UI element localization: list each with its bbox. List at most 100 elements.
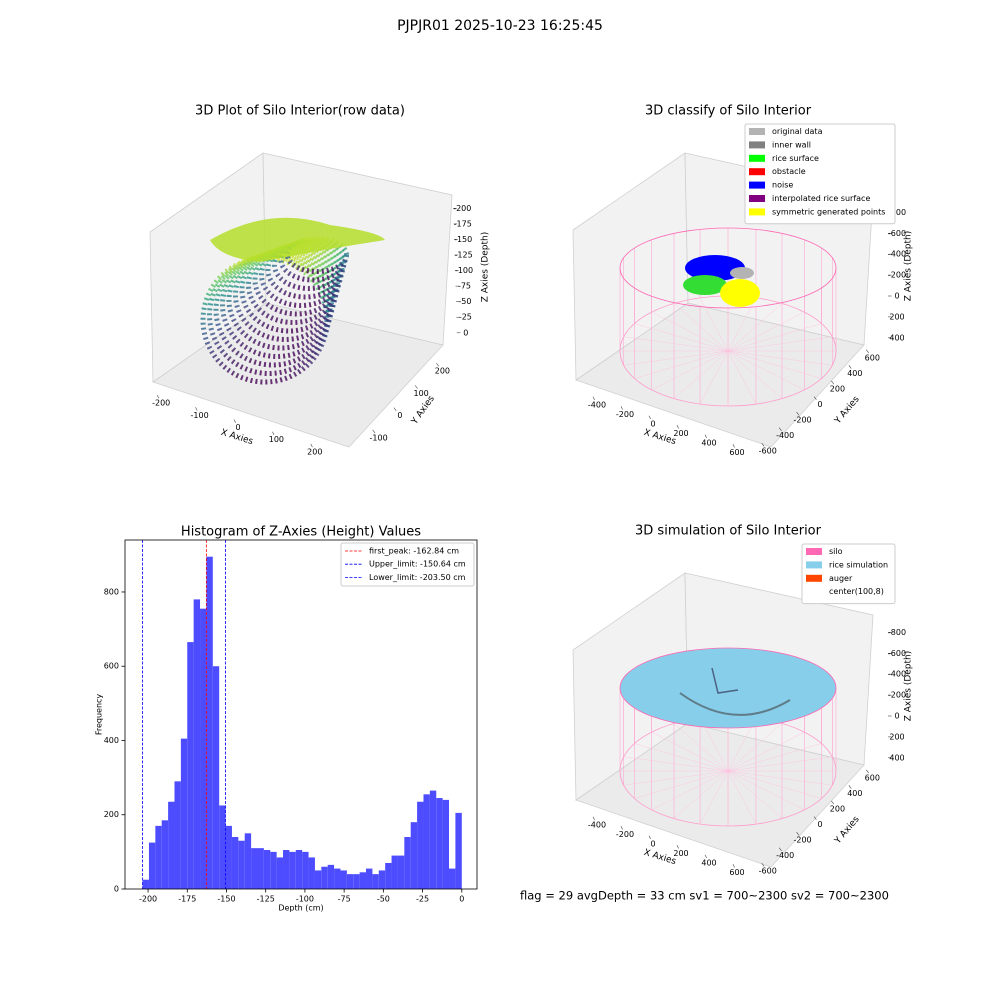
bar (410, 822, 418, 889)
legend-label: interpolated rice surface (772, 194, 870, 203)
x-tick-mark (704, 854, 707, 859)
legend-swatch (806, 574, 822, 582)
x-tick-mark (272, 431, 275, 436)
y-tick-mark (848, 365, 852, 369)
silo-spoke (727, 770, 783, 819)
x-tick-label: 200 (673, 429, 688, 438)
bar (161, 820, 169, 889)
bar (346, 874, 354, 889)
x-tick-label: 400 (701, 438, 716, 447)
legend-label: center(100,8) (829, 587, 884, 596)
x-tick-mark (732, 864, 735, 868)
bar (283, 850, 290, 889)
caption: flag = 29 avgDepth = 33 cm sv1 = 700~230… (520, 889, 889, 903)
bar (219, 805, 226, 889)
y-tick-mark (436, 362, 440, 367)
y-tick-label: -200 (793, 416, 811, 425)
y-tick-label: 200 (830, 384, 845, 393)
legend-label: silo (829, 547, 843, 556)
z-tick-label: -800 (888, 628, 906, 637)
orig-cloud (730, 267, 754, 279)
bar (449, 868, 456, 889)
silo-spoke (727, 336, 833, 352)
silo-spoke (727, 350, 757, 405)
legend-box (340, 542, 475, 587)
surface-ridge (679, 692, 791, 716)
x-tick-label: -75 (338, 895, 351, 904)
silo-spoke (673, 770, 729, 819)
legend-label: obstacle (772, 167, 806, 176)
x-tick-label: 0 (459, 895, 464, 904)
z-tick-label: -25 (459, 313, 472, 322)
noise-cloud (685, 255, 745, 281)
panel-title: 3D Plot of Silo Interior(row data) (195, 104, 405, 119)
y-axis-label: Y Axies (832, 814, 861, 846)
bar (334, 868, 341, 889)
silo-spoke (727, 350, 833, 366)
y-tick-label: 600 (104, 662, 119, 671)
x-tick-mark (592, 396, 595, 401)
y-tick-label: 100 (413, 389, 428, 398)
silo-top (619, 227, 837, 309)
legend-label: symmetric generated points (772, 207, 885, 216)
bar (142, 879, 149, 889)
z-tick-label: 0 (463, 328, 468, 337)
y-tick-mark (778, 847, 782, 852)
bar (206, 556, 213, 889)
z-tick-label: -200 (888, 271, 906, 280)
legend-box (801, 543, 896, 605)
y-tick-mark (831, 800, 835, 805)
y-tick-label: -200 (793, 836, 811, 845)
y-tick-mark (778, 427, 782, 432)
figure-title: PJPJR01 2025-10-23 16:25:45 (397, 18, 603, 34)
silo-spoke (727, 303, 783, 352)
x-tick-mark (676, 845, 679, 849)
legend-label: Upper_limit: -150.64 cm (369, 560, 466, 569)
z-tick-label: -125 (455, 251, 473, 260)
silo-spoke (623, 756, 729, 772)
bar (168, 801, 175, 889)
y-tick-mark (761, 443, 765, 447)
z-axis-label: Z Axies (Depth) (904, 651, 914, 722)
bar (270, 851, 277, 889)
bar (302, 851, 309, 889)
bar (148, 842, 156, 889)
bar (200, 608, 207, 889)
legend-label: first_peak: -162.84 cm (369, 547, 459, 556)
silo-spoke (699, 297, 729, 352)
z-tick-label: -200 (453, 204, 471, 213)
y-axis-label: Y Axies (409, 394, 437, 427)
y-tick-mark (796, 831, 800, 836)
z-tick-label: -400 (888, 670, 906, 679)
bar (442, 799, 450, 889)
panel-title: 3D classify of Silo Interior (645, 104, 812, 119)
x-tick-mark (233, 419, 236, 423)
z-tick-label: -175 (454, 219, 472, 228)
x-tick-mark (620, 826, 623, 830)
silo-spoke (634, 770, 729, 799)
bar (225, 825, 232, 889)
x-tick-label: -25 (416, 895, 429, 904)
bar (378, 870, 386, 889)
y-tick-label: 200 (104, 810, 119, 819)
x-tick-label: -50 (377, 895, 390, 904)
x-tick-label: 200 (307, 447, 322, 456)
bar (155, 825, 162, 889)
z-tick-label: -100 (455, 266, 473, 275)
legend-swatch (806, 561, 822, 569)
y-tick-label: 600 (865, 353, 880, 362)
y-tick-mark (813, 816, 817, 820)
plot-frame (124, 539, 478, 890)
silo-spoke (727, 731, 805, 772)
silo-spoke (651, 350, 729, 391)
y-tick-mark (796, 411, 800, 416)
silo-spoke (727, 770, 805, 811)
silo-spoke (727, 311, 805, 352)
panel-title: 3D simulation of Silo Interior (635, 524, 822, 539)
x-tick-mark (620, 406, 623, 410)
legend-swatch (806, 588, 822, 596)
x-tick-label: -100 (191, 411, 209, 420)
silo-spoke (623, 350, 729, 366)
bar (366, 868, 373, 889)
